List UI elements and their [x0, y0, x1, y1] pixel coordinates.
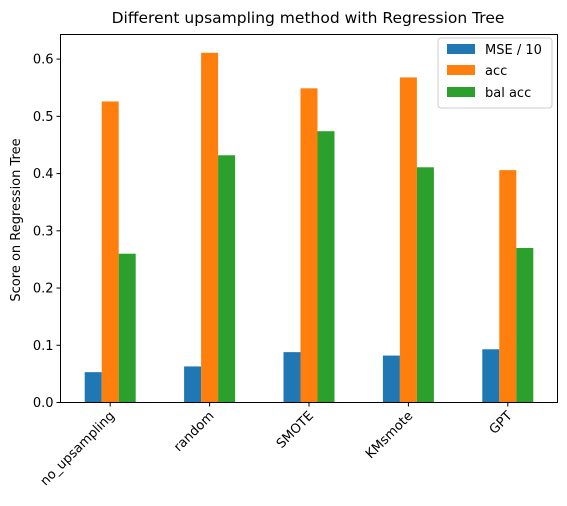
x-axis-ticks: no_upsampling random SMOTE KMsmote GPT [38, 402, 516, 489]
y-tick-label-6: 0.6 [33, 53, 54, 68]
y-tick-label-2: 0.2 [33, 282, 54, 297]
legend-label-mse: MSE / 10 [485, 43, 542, 58]
bar-bal-acc-smote [317, 131, 335, 403]
legend: MSE / 10 acc bal acc [437, 37, 553, 109]
x-tick-label-gpt: GPT [487, 409, 516, 438]
legend-label-bal-acc: bal acc [485, 86, 531, 101]
x-tick-label-smote: SMOTE [274, 409, 317, 452]
bar-mse-10-smote [283, 352, 301, 403]
legend-swatch-acc [447, 65, 475, 75]
x-tick-label-kmsmote: KMsmote [363, 409, 416, 462]
y-axis-ticks: 0.0 0.1 0.2 0.3 0.4 0.5 0.6 [33, 53, 61, 411]
bar-mse-10-kmsmote [382, 355, 400, 403]
y-tick-label-4: 0.4 [33, 167, 54, 182]
y-tick-label-3: 0.3 [33, 224, 54, 239]
bar-mse-10-no-upsampling [84, 372, 102, 403]
chart-title: Different upsampling method with Regress… [112, 9, 505, 27]
plot-frame [60, 34, 558, 403]
y-tick-label-0: 0.0 [33, 396, 54, 411]
bar-mse-10-random [184, 366, 202, 403]
x-tick-label-random: random [171, 409, 217, 455]
bar-acc-smote [300, 88, 318, 403]
bar-bal-acc-gpt [516, 247, 534, 403]
x-tick-label-no-upsampling: no_upsampling [38, 409, 118, 489]
bar-acc-no-upsampling [101, 101, 119, 403]
bar-acc-kmsmote [399, 77, 417, 403]
bar-acc-gpt [499, 170, 517, 403]
y-axis-label: Score on Regression Tree [9, 138, 24, 301]
y-tick-label-1: 0.1 [33, 339, 54, 354]
y-tick-label-5: 0.5 [33, 110, 54, 125]
bars-layer [84, 52, 534, 403]
bar-mse-10-gpt [482, 349, 500, 403]
bar-bal-acc-kmsmote [416, 167, 434, 403]
bar-bal-acc-no-upsampling [118, 253, 136, 403]
bar-bal-acc-random [218, 155, 236, 403]
legend-swatch-mse [447, 44, 475, 54]
legend-swatch-bal-acc [447, 87, 475, 97]
legend-label-acc: acc [485, 64, 507, 79]
bar-acc-random [201, 52, 219, 403]
